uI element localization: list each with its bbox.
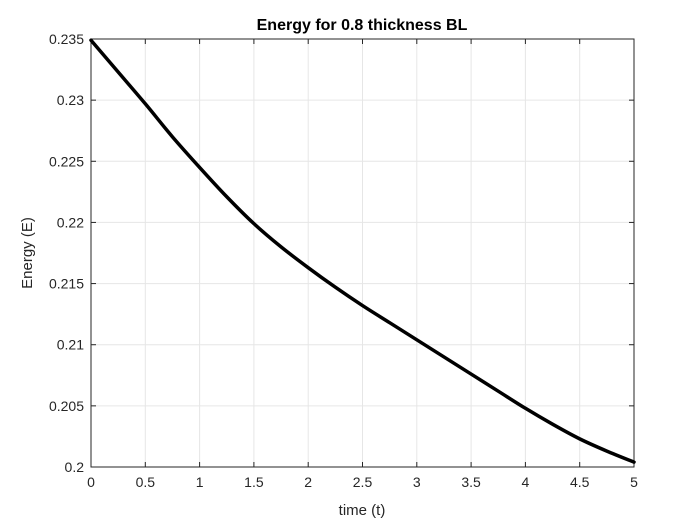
- x-tick-label: 0: [87, 474, 95, 490]
- y-ticks: 0.2 0.205 0.21 0.215 0.22 0.225 0.23 0.235: [49, 31, 634, 475]
- y-tick-label: 0.2: [65, 459, 85, 475]
- x-axis-label: time (t): [339, 502, 386, 519]
- x-tick-label: 2.5: [353, 474, 373, 490]
- y-tick-label: 0.215: [49, 276, 84, 292]
- x-tick-label: 4: [522, 474, 530, 490]
- x-tick-label: 3.5: [461, 474, 481, 490]
- y-tick-label: 0.205: [49, 398, 84, 414]
- y-axis-label: Energy (E): [19, 217, 36, 289]
- y-tick-label: 0.225: [49, 153, 84, 169]
- x-tick-label: 2: [304, 474, 312, 490]
- x-tick-label: 0.5: [136, 474, 156, 490]
- y-tick-label: 0.23: [57, 92, 84, 108]
- x-tick-label: 1.5: [244, 474, 264, 490]
- x-tick-label: 5: [630, 474, 638, 490]
- x-tick-label: 3: [413, 474, 421, 490]
- x-tick-label: 1: [196, 474, 204, 490]
- x-ticks: 0 0.5 1 1.5 2 2.5 3 3.5 4 4.5 5: [87, 39, 638, 490]
- y-tick-label: 0.21: [57, 337, 84, 353]
- chart-title: Energy for 0.8 thickness BL: [257, 17, 468, 34]
- y-tick-label: 0.235: [49, 31, 84, 47]
- y-tick-label: 0.22: [57, 214, 84, 230]
- energy-series-line: [89, 38, 636, 464]
- x-tick-label: 4.5: [570, 474, 590, 490]
- series-group: [89, 38, 636, 464]
